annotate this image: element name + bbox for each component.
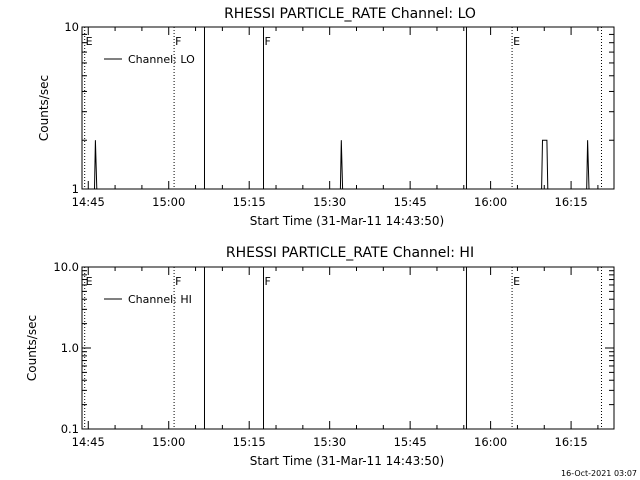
y-tick-label: 10 [64,20,79,34]
event-marker-label: E [513,275,520,288]
x-tick-label: 14:45 [72,435,105,449]
event-marker-label: F [175,275,181,288]
plot-frame [81,26,615,190]
y-tick-label: 1.0 [61,341,79,355]
y-tick-label: 0.1 [61,422,79,436]
series-line [94,139,590,190]
event-marker-label: F [265,275,271,288]
event-marker-label: E [513,35,520,48]
x-tick-label: 15:15 [233,195,266,209]
legend-entry: Channel: LO [128,53,195,66]
x-tick-label: 15:15 [233,435,266,449]
chart-title: RHESSI PARTICLE_RATE Channel: LO [224,6,476,22]
x-tick-label: 16:15 [555,435,588,449]
legend-entry: Channel: HI [128,293,192,306]
x-tick-label: 14:45 [72,195,105,209]
chart-panel-2: RHESSI PARTICLE_RATE Channel: HI Start Ti… [25,245,615,468]
x-tick-label: 15:30 [313,435,346,449]
chart-panel-1: RHESSI PARTICLE_RATE Channel: LO Start Ti… [37,6,615,228]
x-tick-label: 15:00 [152,435,185,449]
x-tick-label: 15:30 [313,195,346,209]
x-tick-label: 15:00 [152,195,185,209]
x-tick-label: 15:45 [394,435,427,449]
event-marker-label: F [265,35,271,48]
chart-title: RHESSI PARTICLE_RATE Channel: HI [226,245,474,261]
event-marker-label: E [86,275,93,288]
y-axis-label: Counts/sec [37,75,51,141]
x-axis-label: Start Time (31-Mar-11 14:43:50) [250,454,444,468]
plot-frame [81,266,615,430]
x-tick-label: 15:45 [394,195,427,209]
x-tick-label: 16:00 [474,435,507,449]
x-axis-label: Start Time (31-Mar-11 14:43:50) [250,214,444,228]
footer-timestamp: 16-Oct-2021 03:07 [561,469,637,478]
y-axis-label: Counts/sec [25,315,39,381]
x-tick-label: 16:15 [555,195,588,209]
y-tick-label: 1 [72,182,79,196]
event-marker-label: E [86,35,93,48]
x-tick-label: 16:00 [474,195,507,209]
event-marker-label: F [175,35,181,48]
y-tick-label: 10.0 [53,260,79,274]
